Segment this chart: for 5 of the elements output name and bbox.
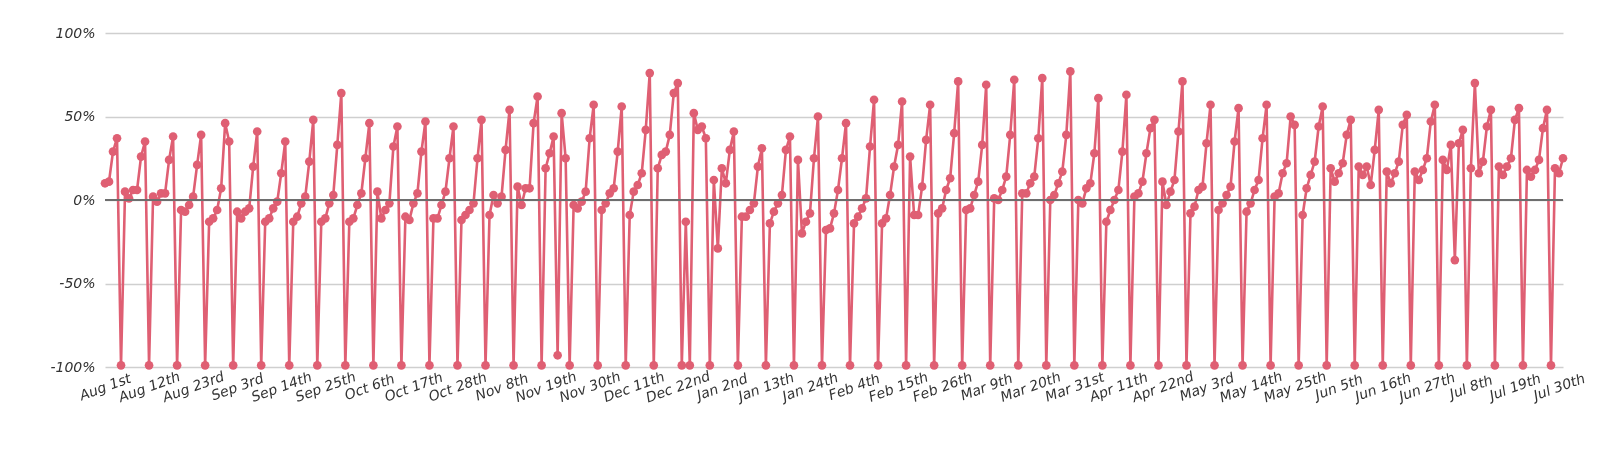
y-tick-label: 50% <box>64 108 96 124</box>
y-tick-label: 0% <box>73 191 96 208</box>
y-tick-label: -50% <box>59 275 96 291</box>
y-tick-label: -100% <box>50 358 96 375</box>
y-tick-label: 100% <box>55 24 96 41</box>
